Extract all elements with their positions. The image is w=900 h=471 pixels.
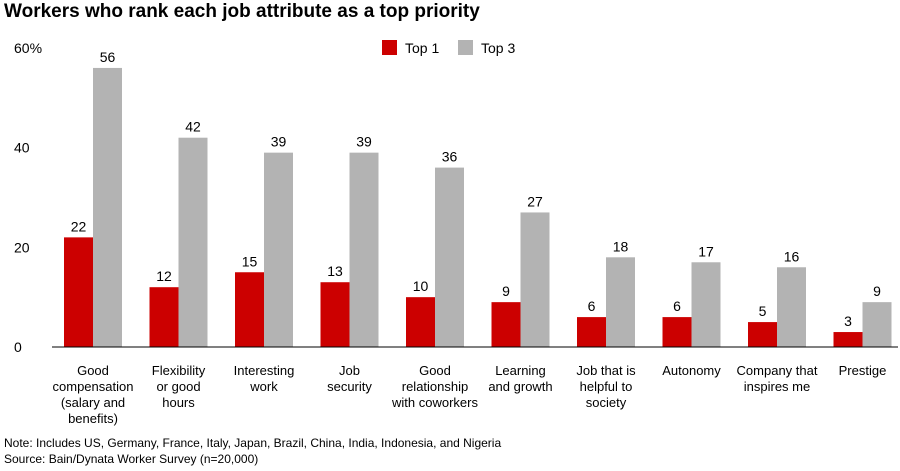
bar-top1 <box>491 302 521 347</box>
bar-top3 <box>862 302 892 347</box>
category-label: work <box>249 379 278 394</box>
category-label: helpful to <box>580 379 633 394</box>
bar-top1 <box>235 272 264 347</box>
data-label-top1: 6 <box>673 298 681 314</box>
legend-label-top3: Top 3 <box>481 40 515 56</box>
bar-top1 <box>64 237 93 347</box>
category-label: relationship <box>402 379 469 394</box>
category-label: Flexibility <box>152 363 206 378</box>
data-label-top3: 39 <box>271 134 287 150</box>
category-label: Job that is <box>576 363 636 378</box>
category-label: Company that <box>737 363 818 378</box>
data-label-top3: 39 <box>356 134 372 150</box>
category-label: Learning <box>495 363 546 378</box>
legend-swatch-top3 <box>458 40 473 55</box>
bar-top3 <box>93 67 122 347</box>
data-label-top3: 9 <box>873 283 881 299</box>
chart-source: Source: Bain/Dynata Worker Survey (n=20,… <box>4 452 259 466</box>
category-label: with coworkers <box>391 395 478 410</box>
category-label: and growth <box>488 379 552 394</box>
category-label: security <box>327 379 372 394</box>
data-label-top3: 36 <box>442 149 458 165</box>
data-label-top1: 5 <box>759 303 767 319</box>
data-label-top3: 56 <box>100 49 116 65</box>
category-label: or good <box>156 379 200 394</box>
data-label-top1: 3 <box>844 313 852 329</box>
category-label: Good <box>77 363 109 378</box>
bar-top1 <box>577 317 606 347</box>
bar-top3 <box>777 267 806 347</box>
chart-title: Workers who rank each job attribute as a… <box>4 1 480 22</box>
data-label-top3: 17 <box>698 243 714 259</box>
bar-top1 <box>320 282 350 347</box>
data-label-top3: 18 <box>613 238 629 254</box>
data-label-top1: 6 <box>588 298 596 314</box>
data-label-top1: 15 <box>242 253 258 269</box>
category-label: Interesting <box>234 363 295 378</box>
bar-top1 <box>406 297 435 347</box>
data-label-top3: 16 <box>784 248 800 264</box>
bar-top3 <box>606 257 635 347</box>
bar-top3 <box>178 137 208 347</box>
legend-swatch-top1 <box>382 40 397 55</box>
data-label-top1: 13 <box>327 263 343 279</box>
bar-top3 <box>520 212 550 347</box>
chart-note: Note: Includes US, Germany, France, Ital… <box>4 436 502 450</box>
data-label-top1: 12 <box>156 268 172 284</box>
bar-top3 <box>435 167 464 347</box>
legend-label-top1: Top 1 <box>405 40 439 56</box>
data-label-top3: 27 <box>527 193 543 209</box>
data-label-top1: 10 <box>413 278 429 294</box>
category-label: (salary and <box>61 395 125 410</box>
category-label: Autonomy <box>662 363 721 378</box>
category-label: Good <box>419 363 451 378</box>
category-label: society <box>586 395 627 410</box>
data-label-top1: 9 <box>502 283 510 299</box>
data-label-top3: 42 <box>185 119 201 135</box>
data-label-top1: 22 <box>71 218 87 234</box>
category-label: Job <box>339 363 360 378</box>
bar-top1 <box>149 287 179 347</box>
bar-top3 <box>349 152 379 347</box>
bar-top1 <box>662 317 692 347</box>
bar-top3 <box>691 262 721 347</box>
y-tick-label: 20 <box>14 239 30 255</box>
category-label: Prestige <box>839 363 887 378</box>
category-label: benefits) <box>68 411 118 426</box>
bar-top1 <box>748 322 777 347</box>
bar-top1 <box>833 332 863 347</box>
category-label: inspires me <box>744 379 810 394</box>
category-label: compensation <box>53 379 134 394</box>
y-tick-label: 60% <box>14 40 42 56</box>
category-label: hours <box>162 395 195 410</box>
y-tick-label: 0 <box>14 339 22 355</box>
bar-top3 <box>264 152 293 347</box>
y-tick-label: 40 <box>14 140 30 156</box>
